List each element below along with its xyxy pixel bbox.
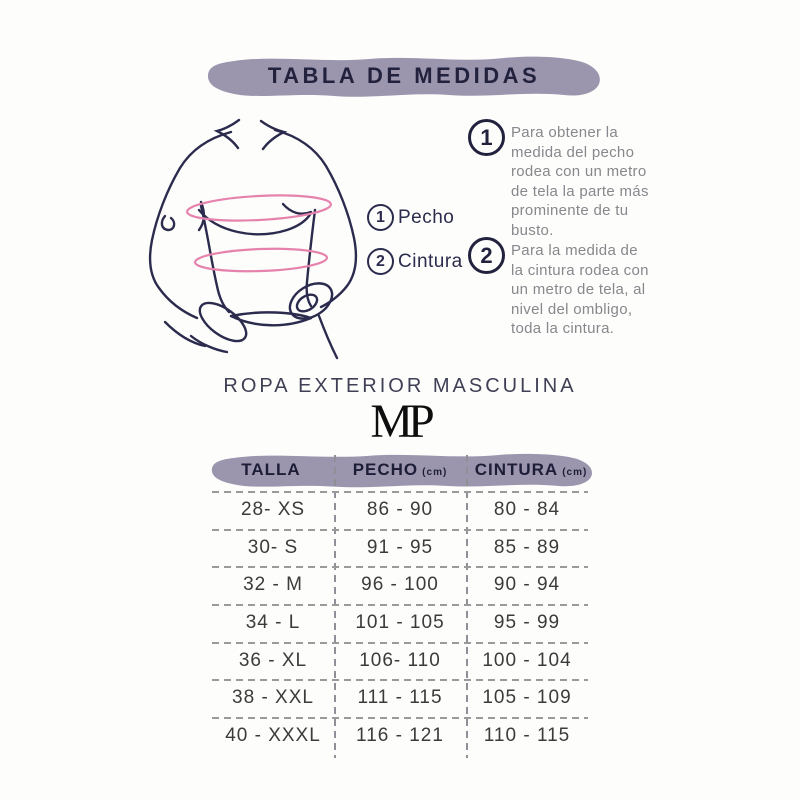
cintura-cell: 85 - 89 xyxy=(493,536,561,558)
chest-measure-ellipse xyxy=(185,194,333,222)
table-header-banner: TALLA PECHO (cm) CINTURA (cm) xyxy=(208,450,596,490)
waist-measure-ellipse xyxy=(193,247,329,273)
chest-detail-lines xyxy=(160,200,317,354)
pecho-number-badge: 1 xyxy=(367,204,394,231)
talla-header-label: TALLA xyxy=(241,460,301,479)
section-title: ROPA EXTERIOR MASCULINA xyxy=(223,375,577,397)
pecho-label: Pecho xyxy=(398,206,455,228)
table-row: 38 - XXL 111 - 115 105 - 109 xyxy=(212,679,588,718)
pecho-cell: 111 - 115 xyxy=(357,687,443,709)
talla-cell: 30- S xyxy=(247,536,299,558)
torso-line-art xyxy=(148,118,358,360)
table-header-row: TALLA PECHO (cm) CINTURA (cm) xyxy=(208,450,596,490)
table-header-blob-shape xyxy=(211,453,592,488)
cintura-cell: 95 - 99 xyxy=(493,611,561,633)
talla-cell: 28- XS xyxy=(240,498,306,520)
pecho-callout: 1 Pecho xyxy=(367,204,454,231)
talla-cell: 40 - XXXL xyxy=(225,724,321,746)
table-row: 34 - L 101 - 105 95 - 99 xyxy=(212,604,588,642)
measure-ellipses xyxy=(185,194,333,273)
table-row: 28- XS 86 - 90 80 - 84 xyxy=(212,491,588,529)
pecho-cell: 86 - 90 xyxy=(366,498,434,520)
pecho-cell: 106- 110 xyxy=(359,649,441,671)
talla-cell: 32 - M xyxy=(243,574,303,596)
cintura-cell: 110 - 115 xyxy=(483,724,571,746)
cintura-cell: 90 - 94 xyxy=(493,574,561,596)
title-banner: TABLA DE MEDIDAS xyxy=(204,52,604,100)
instruction-2-text: Para la medida de la cintura rodea con u… xyxy=(511,242,649,337)
cintura-header-label: CINTURA xyxy=(474,460,559,479)
instruction-2-badge: 2 xyxy=(468,237,505,274)
table-row: 30- S 91 - 95 85 - 89 xyxy=(212,528,588,567)
column-header-cintura: CINTURA (cm) xyxy=(466,460,596,480)
talla-cell: 36 - XL xyxy=(238,649,308,671)
instruction-1-badge: 1 xyxy=(468,119,505,156)
pecho-cell: 91 - 95 xyxy=(366,536,434,558)
page-title: TABLA DE MEDIDAS xyxy=(267,63,541,88)
instruction-1-text: Para obtener la medida del pecho rodea c… xyxy=(511,124,649,239)
cintura-header-unit: (cm) xyxy=(562,467,588,478)
column-header-talla: TALLA xyxy=(208,460,334,480)
table-row: 36 - XL 106- 110 100 - 104 xyxy=(212,641,588,680)
cintura-cell: 80 - 84 xyxy=(493,498,561,520)
cintura-label: Cintura xyxy=(398,250,463,272)
table-body: 28- XS 86 - 90 80 - 84 30- S 91 - 95 85 … xyxy=(212,491,588,755)
cintura-cell: 100 - 104 xyxy=(482,649,572,671)
pecho-cell: 96 - 100 xyxy=(361,574,439,596)
table-row: 32 - M 96 - 100 90 - 94 xyxy=(212,566,588,605)
pecho-header-unit: (cm) xyxy=(422,467,448,478)
collarbone-lines xyxy=(213,118,288,151)
column-header-pecho: PECHO (cm) xyxy=(334,460,466,480)
table-row: 40 - XXXL 116 - 121 110 - 115 xyxy=(212,717,588,755)
pecho-cell: 101 - 105 xyxy=(355,611,445,633)
pecho-cell: 116 - 121 xyxy=(356,724,444,746)
talla-cell: 38 - XXL xyxy=(232,687,314,709)
cintura-number-badge: 2 xyxy=(367,248,394,275)
talla-cell: 34 - L xyxy=(245,611,301,633)
cintura-callout: 2 Cintura xyxy=(367,248,463,275)
cintura-cell: 105 - 109 xyxy=(482,687,572,709)
banner-blob-shape xyxy=(207,56,600,97)
pecho-header-label: PECHO xyxy=(352,460,419,479)
brand-logo: MP xyxy=(370,395,434,448)
